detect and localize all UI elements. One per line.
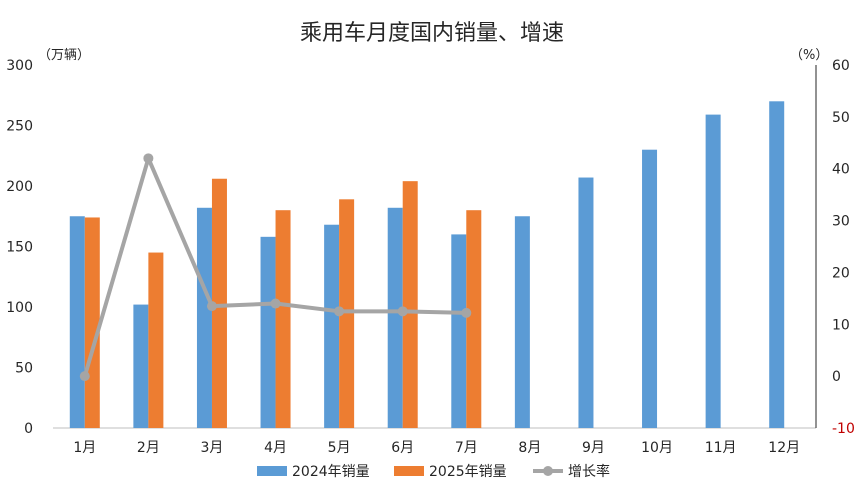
- growth-rate-point-1: [143, 153, 154, 164]
- growth-rate-point-3: [270, 298, 281, 309]
- right-y-tick-label: 30: [832, 214, 850, 230]
- x-tick-label: 8月: [518, 440, 541, 456]
- x-tick-label: 11月: [705, 440, 737, 456]
- left-axis-unit: （万辆）: [38, 48, 90, 63]
- growth-rate-point-2: [206, 301, 217, 312]
- bar-0-3: [260, 236, 276, 428]
- right-y-tick-label: 40: [832, 162, 850, 178]
- plot-area: 0 50 100 150 200 250 300 -10 0 10 20 30 40 50 60 1月 2月 3月…: [6, 58, 855, 456]
- right-y-tick-label: 0: [832, 369, 841, 385]
- right-y-tick-label: -10: [832, 421, 855, 437]
- left-y-tick-label: 150: [6, 240, 33, 256]
- growth-rate-point-4: [334, 306, 345, 317]
- bar-0-9: [642, 149, 658, 428]
- legend-marker-2: [543, 466, 553, 476]
- x-tick-label: 7月: [455, 440, 478, 456]
- bar-0-11: [769, 101, 785, 429]
- bar-0-7: [514, 216, 530, 428]
- right-y-tick-label: 50: [832, 110, 850, 126]
- right-y-tick-label: 10: [832, 317, 850, 333]
- left-y-tick-label: 0: [24, 421, 33, 437]
- left-y-tick-label: 300: [6, 58, 33, 74]
- x-tick-label: 9月: [582, 440, 605, 456]
- x-tick-label: 6月: [391, 440, 414, 456]
- x-tick-label: 12月: [768, 440, 800, 456]
- legend-label-2: 增长率: [568, 463, 610, 480]
- bar-1-0: [84, 217, 100, 428]
- legend-label-1: 2025年销量: [429, 464, 507, 480]
- legend-swatch-1: [394, 466, 424, 476]
- bar-0-1: [133, 304, 149, 428]
- bar-0-6: [451, 234, 467, 428]
- bar-0-8: [578, 177, 594, 428]
- bar-0-0: [69, 216, 85, 428]
- bar-1-4: [339, 199, 355, 428]
- bar-0-4: [324, 224, 340, 428]
- bar-1-3: [275, 210, 291, 428]
- left-y-tick-label: 250: [6, 119, 33, 135]
- x-tick-label: 3月: [200, 440, 223, 456]
- right-y-tick-label: 60: [832, 58, 850, 74]
- bar-1-6: [466, 210, 482, 428]
- x-tick-label: 5月: [328, 440, 351, 456]
- legend-label-0: 2024年销量: [292, 464, 370, 480]
- bar-0-10: [705, 114, 721, 429]
- growth-rate-point-6: [461, 307, 472, 318]
- bar-0-5: [387, 207, 403, 428]
- left-y-tick-label: 50: [15, 361, 33, 377]
- bar-1-2: [211, 178, 227, 428]
- x-tick-label: 1月: [73, 440, 96, 456]
- x-tick-label: 2月: [137, 440, 160, 456]
- legend: 2024年销量 2025年销量 增长率: [257, 463, 610, 480]
- bar-1-5: [402, 181, 418, 428]
- legend-swatch-0: [257, 466, 287, 476]
- bar-1-1: [148, 252, 164, 428]
- chart-title: 乘用车月度国内销量、增速: [300, 21, 564, 46]
- bar-0-2: [196, 207, 212, 428]
- right-y-tick-label: 20: [832, 265, 850, 281]
- x-tick-label: 10月: [641, 440, 673, 456]
- right-axis-unit: （%）: [790, 48, 828, 63]
- growth-rate-point-5: [397, 306, 408, 317]
- x-tick-label: 4月: [264, 440, 287, 456]
- left-y-tick-label: 200: [6, 179, 33, 195]
- left-y-tick-label: 100: [6, 300, 33, 316]
- growth-rate-point-0: [79, 371, 90, 382]
